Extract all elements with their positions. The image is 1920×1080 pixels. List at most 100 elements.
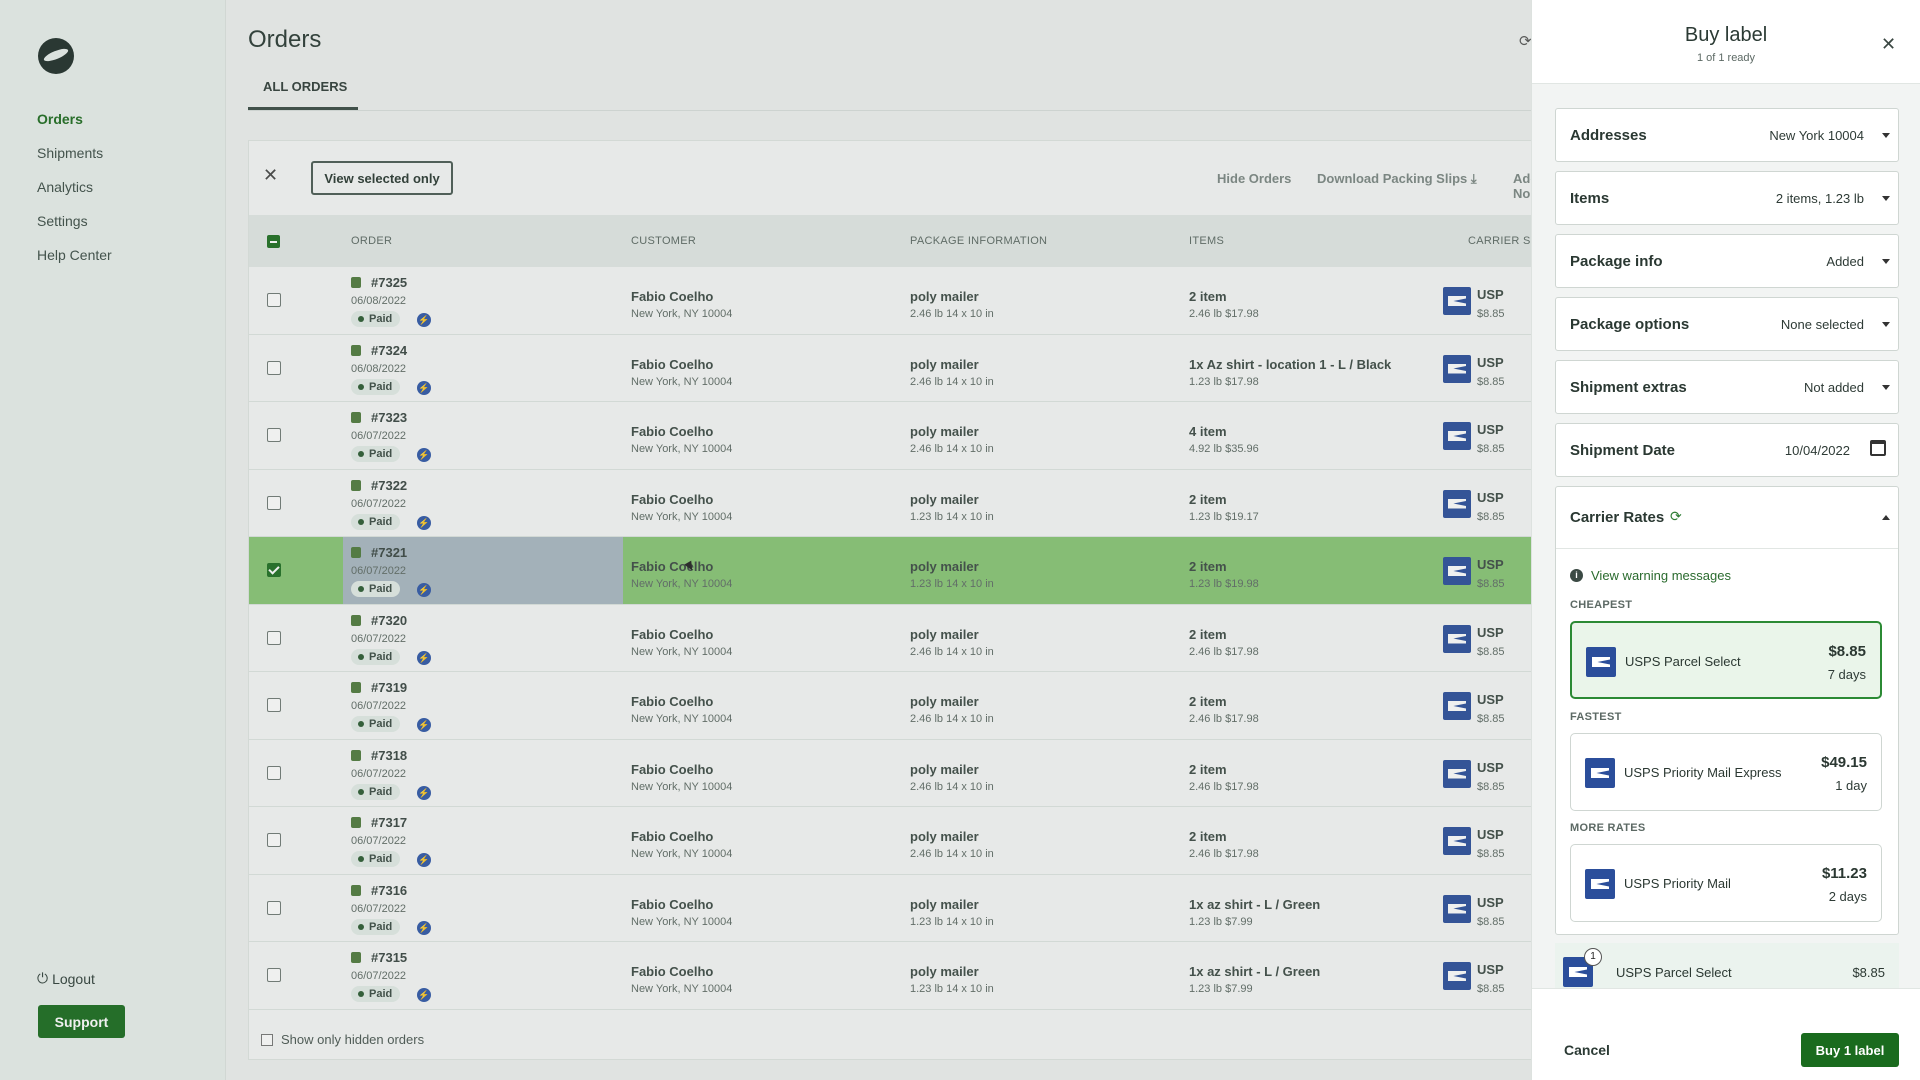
table-row[interactable]: #7320 06/07/2022 Paid ⚡ Fabio Coelho New York… xyxy=(249,604,1531,672)
order-cell[interactable]: #7324 06/08/2022 Paid ⚡ xyxy=(343,335,623,402)
section-shipment-extras[interactable]: Shipment extras Not added xyxy=(1555,360,1899,414)
buy-label-button[interactable]: Buy 1 label xyxy=(1801,1033,1899,1067)
order-cell[interactable]: #7319 06/07/2022 Paid ⚡ xyxy=(343,672,623,739)
order-cell[interactable]: #7317 06/07/2022 Paid ⚡ xyxy=(343,807,623,874)
table-row[interactable]: #7317 06/07/2022 Paid ⚡ Fabio Coelho New York… xyxy=(249,807,1531,875)
calendar-icon[interactable] xyxy=(1870,440,1886,456)
row-checkbox[interactable] xyxy=(267,765,281,780)
column-package-information[interactable]: PACKAGE INFORMATION xyxy=(910,235,1048,247)
row-checkbox[interactable] xyxy=(267,698,281,712)
support-button[interactable]: Support xyxy=(38,1005,125,1038)
row-checkbox[interactable] xyxy=(267,968,281,982)
table-row[interactable]: #7318 06/07/2022 Paid ⚡ Fabio Coelho New York… xyxy=(249,739,1531,807)
section-shipment-date[interactable]: Shipment Date 10/04/2022 xyxy=(1555,423,1899,477)
table-row[interactable]: #7324 06/08/2022 Paid ⚡ Fabio Coelho New York… xyxy=(249,334,1531,402)
cancel-button[interactable]: Cancel xyxy=(1564,1042,1610,1058)
app-logo[interactable] xyxy=(38,38,74,74)
logout-button[interactable]: ⏻ Logout xyxy=(37,970,95,987)
order-cell[interactable]: #7316 06/07/2022 Paid ⚡ xyxy=(343,875,623,942)
refresh-icon[interactable]: ⟳ xyxy=(1519,33,1531,50)
section-package-options[interactable]: Package options None selected xyxy=(1555,297,1899,351)
order-number[interactable]: #7325 xyxy=(371,275,408,290)
row-checkbox[interactable] xyxy=(267,293,281,307)
show-hidden-orders-option[interactable]: Show only hidden orders xyxy=(261,1032,424,1047)
drawer-backdrop[interactable] xyxy=(0,0,1531,1080)
rate-option-fastest[interactable]: USPS Priority Mail Express $49.15 1 day xyxy=(1570,733,1882,811)
table-row[interactable]: #7319 06/07/2022 Paid ⚡ Fabio Coelho New York… xyxy=(249,672,1531,740)
order-number[interactable]: #7316 xyxy=(371,882,408,898)
package-dimensions: 2.46 lb 14 x 10 in xyxy=(910,780,994,793)
order-number[interactable]: #7323 xyxy=(371,410,408,425)
order-cell[interactable]: #7315 06/07/2022 Paid ⚡ xyxy=(343,942,623,1009)
table-row[interactable]: #7316 06/07/2022 Paid ⚡ Fabio Coelho New York… xyxy=(249,874,1531,942)
rate-option-priority-mail[interactable]: USPS Priority Mail $11.23 2 days xyxy=(1570,844,1882,922)
show-hidden-orders-checkbox[interactable] xyxy=(261,1033,273,1046)
order-cell[interactable]: #7318 06/07/2022 Paid ⚡ xyxy=(343,740,623,807)
tab-all-orders[interactable]: ALL ORDERS xyxy=(248,70,358,110)
order-cell[interactable]: #7320 06/07/2022 Paid ⚡ xyxy=(343,605,623,672)
sidebar-item-settings[interactable]: Settings xyxy=(37,213,88,229)
select-all-checkbox[interactable] xyxy=(267,235,280,248)
sidebar-item-analytics[interactable]: Analytics xyxy=(37,179,94,195)
order-number[interactable]: #7324 xyxy=(371,342,408,358)
package-dimensions: 2.46 lb 14 x 10 in xyxy=(910,375,994,388)
order-number[interactable]: #7320 xyxy=(371,612,408,628)
package-type: poly mailer xyxy=(910,761,979,777)
carrier-price: $8.85 xyxy=(1477,443,1505,455)
bolt-icon: ⚡ xyxy=(417,380,431,395)
carrier-name: USP xyxy=(1477,894,1504,910)
order-number[interactable]: #7321 xyxy=(371,545,408,560)
customer-name: Fabio Coelho xyxy=(631,491,714,507)
add-note-button[interactable]: Add No xyxy=(1513,171,1531,201)
clear-selection-icon[interactable]: ✕ xyxy=(263,165,279,185)
sidebar-item-help-center[interactable]: Help Center xyxy=(37,247,112,263)
order-number[interactable]: #7322 xyxy=(371,477,408,493)
view-selected-only-button[interactable]: View selected only xyxy=(311,161,453,195)
shipment-date-value[interactable]: 10/04/2022 xyxy=(1784,443,1850,458)
table-row[interactable]: #7322 06/07/2022 Paid ⚡ Fabio Coelho New York… xyxy=(249,469,1531,537)
column-items[interactable]: ITEMS xyxy=(1189,235,1225,247)
order-cell[interactable]: #7321 06/07/2022 Paid ⚡ xyxy=(343,537,623,604)
view-warning-messages-label: View warning messages xyxy=(1591,568,1731,583)
order-number[interactable]: #7319 xyxy=(371,680,408,695)
order-date: 06/07/2022 xyxy=(351,430,407,442)
row-checkbox[interactable] xyxy=(267,563,281,577)
row-checkbox[interactable] xyxy=(267,428,281,442)
table-row[interactable]: #7323 06/07/2022 Paid ⚡ Fabio Coelho New York… xyxy=(249,402,1531,470)
download-packing-slips-button[interactable]: Download Packing Slips ⤓ xyxy=(1317,171,1477,187)
orders-table-body: #7325 06/08/2022 Paid ⚡ Fabio Coelho New York… xyxy=(249,267,1531,1010)
refresh-rates-icon[interactable]: ⟳ xyxy=(1670,508,1682,524)
section-items[interactable]: Items 2 items, 1.23 lb xyxy=(1555,171,1899,225)
section-addresses[interactable]: Addresses New York 10004 xyxy=(1555,108,1899,162)
section-package-info[interactable]: Package info Added xyxy=(1555,234,1899,288)
order-number[interactable]: #7317 xyxy=(371,815,408,830)
sidebar-item-shipments[interactable]: Shipments xyxy=(37,145,104,161)
order-cell[interactable]: #7322 06/07/2022 Paid ⚡ xyxy=(343,470,623,537)
order-number[interactable]: #7318 xyxy=(371,747,408,763)
row-checkbox[interactable] xyxy=(267,630,281,645)
customer-name: Fabio Coelho xyxy=(631,289,714,304)
order-cell[interactable]: #7323 06/07/2022 Paid ⚡ xyxy=(343,402,623,469)
carrier-name: USP xyxy=(1477,624,1504,640)
table-row[interactable]: #7325 06/08/2022 Paid ⚡ Fabio Coelho New York… xyxy=(249,267,1531,335)
row-checkbox[interactable] xyxy=(267,833,281,847)
column-customer[interactable]: CUSTOMER xyxy=(631,235,697,247)
hide-orders-button[interactable]: Hide Orders xyxy=(1217,171,1292,186)
order-cell[interactable]: #7325 06/08/2022 Paid ⚡ xyxy=(343,267,623,334)
rate-option-cheapest[interactable]: USPS Parcel Select $8.85 7 days xyxy=(1570,621,1882,699)
close-icon[interactable]: ✕ xyxy=(1881,34,1897,54)
row-checkbox[interactable] xyxy=(267,900,281,915)
bolt-icon: ⚡ xyxy=(417,920,431,935)
sidebar-item-orders[interactable]: Orders xyxy=(37,111,83,127)
column-order[interactable]: ORDER xyxy=(351,235,393,247)
row-checkbox[interactable] xyxy=(267,360,281,375)
view-warning-messages-link[interactable]: i View warning messages xyxy=(1570,568,1731,583)
items-summary: 2 item xyxy=(1189,626,1227,642)
carrier-price: $8.85 xyxy=(1477,645,1505,658)
order-number[interactable]: #7315 xyxy=(371,950,408,965)
table-row[interactable]: #7315 06/07/2022 Paid ⚡ Fabio Coelho New York… xyxy=(249,942,1531,1010)
column-carrier-service[interactable]: CARRIER SE xyxy=(1468,235,1531,247)
table-row[interactable]: #7321 06/07/2022 Paid ⚡ Fabio Coelho New York… xyxy=(249,537,1531,605)
carrier-rates-header[interactable]: Carrier Rates ⟳ xyxy=(1556,487,1898,549)
row-checkbox[interactable] xyxy=(267,495,281,510)
